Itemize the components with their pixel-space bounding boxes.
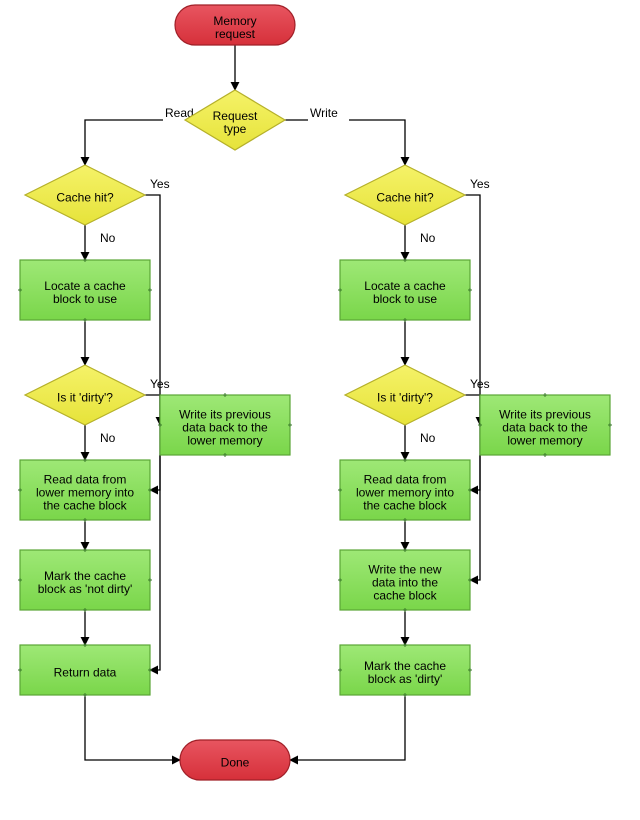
node-label: block as 'dirty' — [368, 672, 443, 686]
cachehitR-node: Cache hit? — [345, 165, 465, 225]
flowchart-canvas: ReadWriteNoNoYesYesNoNoYesYesMemoryreque… — [0, 0, 640, 820]
node-label: Is it 'dirty'? — [57, 390, 113, 404]
returnData-node: Return data — [18, 643, 152, 697]
node-label: data back to the — [182, 420, 268, 434]
node-label: type — [224, 122, 247, 136]
flow-edge — [470, 455, 480, 490]
markNotDirty-node: Mark the cacheblock as 'not dirty' — [18, 548, 152, 612]
node-label: cache block — [373, 588, 437, 602]
node-label: Cache hit? — [376, 190, 434, 204]
readL-node: Read data fromlower memory intothe cache… — [18, 458, 152, 522]
dirtyR-node: Is it 'dirty'? — [345, 365, 465, 425]
flow-edge — [85, 695, 180, 760]
flow-edge — [465, 395, 480, 425]
node-label: data into the — [372, 575, 438, 589]
edge-label: Write — [310, 106, 338, 120]
node-label: block to use — [53, 292, 117, 306]
edge-label: No — [420, 231, 436, 245]
cachehitL-node: Cache hit? — [25, 165, 145, 225]
flow-edge — [145, 395, 160, 425]
node-label: Is it 'dirty'? — [377, 390, 433, 404]
edge-label: No — [100, 231, 116, 245]
edge-label: No — [100, 431, 116, 445]
node-label: block to use — [373, 292, 437, 306]
node-label: Mark the cache — [44, 569, 126, 583]
markDirty-node: Mark the cacheblock as 'dirty' — [338, 643, 472, 697]
node-label: Write its previous — [499, 407, 591, 421]
edge-label: No — [420, 431, 436, 445]
node-label: lower memory — [187, 433, 262, 447]
node-label: Return data — [54, 665, 117, 679]
node-label: request — [215, 27, 256, 41]
edge-label: Yes — [470, 177, 490, 191]
node-label: Request — [213, 109, 258, 123]
node-label: Done — [221, 755, 250, 769]
flow-edge — [290, 695, 405, 760]
node-label: the cache block — [43, 498, 127, 512]
node-label: block as 'not dirty' — [38, 582, 133, 596]
node-label: Write its previous — [179, 407, 271, 421]
flow-edge — [85, 120, 185, 165]
node-label: Read data from — [364, 472, 447, 486]
locateR-node: Locate a cacheblock to use — [338, 258, 472, 322]
node-label: lower memory into — [36, 485, 134, 499]
node-label: Cache hit? — [56, 190, 114, 204]
node-label: Memory — [213, 14, 256, 28]
node-label: Mark the cache — [364, 659, 446, 673]
node-label: lower memory — [507, 433, 582, 447]
writebackR-node: Write its previousdata back to thelower … — [478, 393, 612, 457]
readR-node: Read data fromlower memory intothe cache… — [338, 458, 472, 522]
edge-label: Yes — [150, 177, 170, 191]
node-label: Locate a cache — [364, 279, 446, 293]
node-label: Write the new — [368, 562, 441, 576]
reqtype-node: Requesttype — [185, 90, 285, 150]
node-label: the cache block — [363, 498, 447, 512]
node-label: data back to the — [502, 420, 588, 434]
node-label: lower memory into — [356, 485, 454, 499]
done-node: Done — [180, 740, 290, 780]
node-label: Locate a cache — [44, 279, 126, 293]
node-label: Read data from — [44, 472, 127, 486]
writeNew-node: Write the newdata into thecache block — [338, 548, 472, 612]
writebackL-node: Write its previousdata back to thelower … — [158, 393, 292, 457]
locateL-node: Locate a cacheblock to use — [18, 258, 152, 322]
flow-edge — [150, 455, 160, 490]
dirtyL-node: Is it 'dirty'? — [25, 365, 145, 425]
flow-edge — [285, 120, 405, 165]
start-node: Memoryrequest — [175, 5, 295, 45]
